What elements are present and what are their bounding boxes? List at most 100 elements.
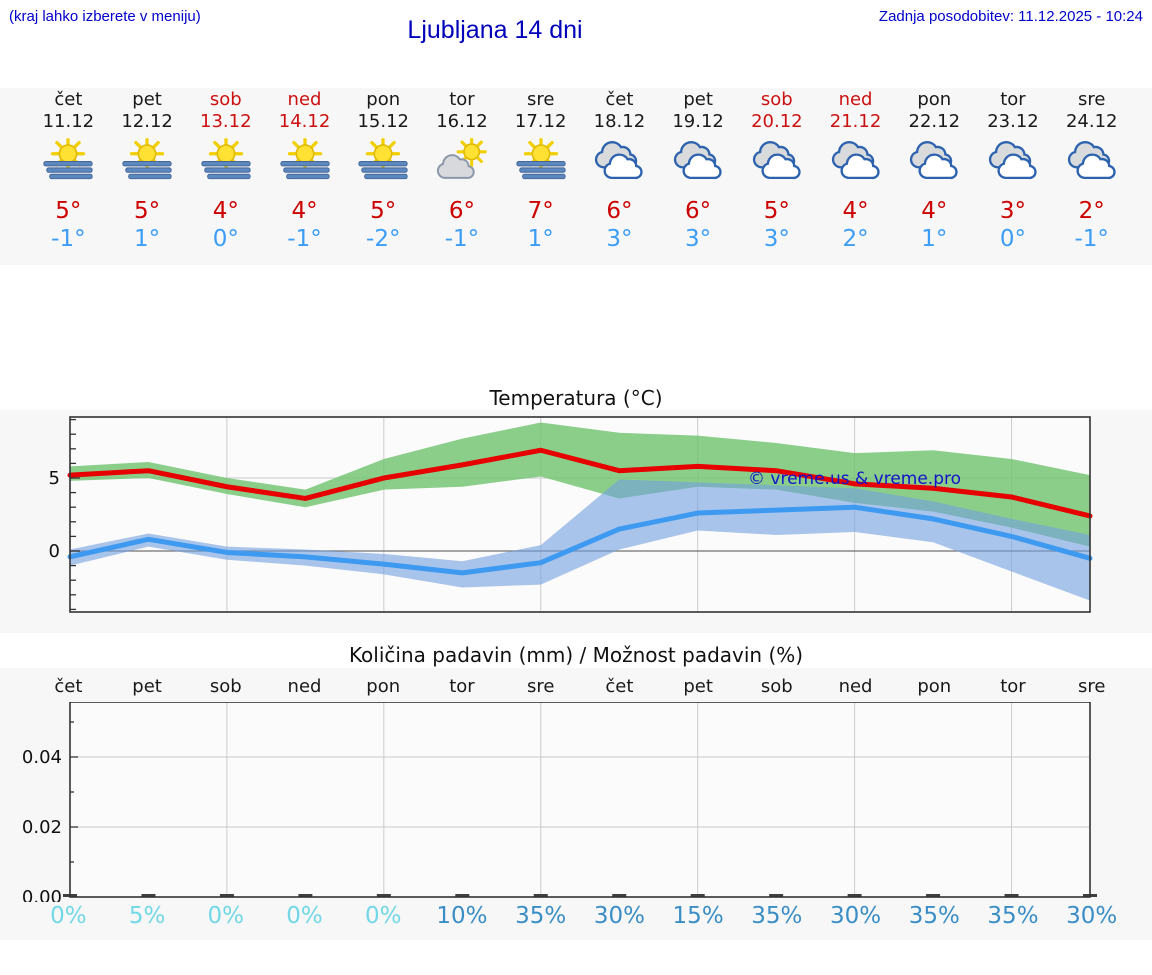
precip-day-label: tor — [1000, 676, 1026, 697]
precip-bar — [1004, 894, 1019, 897]
precip-probability: 10% — [436, 903, 488, 929]
weather-icon-cell — [501, 137, 580, 183]
high-temp: 5° — [370, 198, 397, 224]
day-name: tor — [449, 89, 475, 110]
precip-day-label: tor — [449, 676, 475, 697]
precip-probability: 30% — [829, 903, 882, 929]
high-temp: 3° — [999, 198, 1027, 224]
precip-bar — [141, 894, 156, 897]
low-temp: -1° — [1074, 226, 1109, 252]
day-date: 22.12 — [908, 111, 961, 132]
high-temp: 7° — [527, 198, 554, 224]
day-date: 16.12 — [436, 111, 488, 132]
precip-probability: 0% — [50, 903, 87, 929]
high-temp: 5° — [763, 198, 790, 224]
sun-fog-icon — [276, 138, 334, 183]
low-temp: -2° — [366, 226, 401, 252]
high-temp: 6° — [606, 198, 633, 224]
weather-icon-cell — [1052, 137, 1131, 183]
low-temp: 0° — [212, 226, 239, 252]
precip-bar — [219, 894, 234, 897]
weather-icon-cell — [580, 137, 659, 183]
low-temp: 1° — [921, 226, 948, 252]
day-name: pet — [683, 89, 713, 110]
weather-icon-cell — [895, 137, 974, 183]
clouds-icon — [669, 138, 727, 183]
high-temp: 6° — [448, 198, 476, 224]
menu-hint-note: (kraj lahko izberete v meniju) — [9, 8, 201, 25]
day-name: tor — [1000, 89, 1026, 110]
weather-icons-row — [29, 137, 1131, 183]
precip-day-label: pon — [917, 676, 952, 697]
precip-day-label: čet — [54, 676, 83, 697]
precip-day-label: pon — [366, 676, 401, 697]
precip-day-labels-row: čet pet sob ned pon tor sre čet pet sob ned pon tor s… — [29, 676, 1131, 698]
clouds-icon — [827, 138, 885, 183]
day-name: sob — [760, 89, 793, 110]
sun-fog-icon — [197, 138, 255, 183]
day-date: 19.12 — [672, 111, 724, 132]
day-name: pon — [366, 89, 401, 110]
precip-probability: 30% — [593, 903, 645, 929]
day-date: 24.12 — [1065, 111, 1118, 132]
low-temp: 2° — [842, 226, 869, 252]
precip-probabilities-row: 0% 5% 0% 0% 0% 10% 35% 30% 15% 35% 30% 35% 35% 30% — [29, 903, 1131, 929]
y-axis-label: 0.02 — [22, 817, 62, 838]
precip-plot-border — [69, 702, 1091, 898]
weather-icon-cell — [737, 137, 816, 183]
day-strip-background — [0, 88, 1152, 265]
weather-icon-cell — [29, 137, 108, 183]
high-temp: 4° — [291, 198, 318, 224]
low-temp: -1° — [51, 226, 86, 252]
high-temp: 2° — [1078, 198, 1105, 224]
day-date: 14.12 — [278, 111, 331, 132]
weather-icon-cell — [108, 137, 187, 183]
low-temps-row: -1° 1° 0° -1° -2° -1° 1° 3° 3° 3° 2° 1° 0° -1° — [29, 225, 1131, 253]
max-temperature-range-band — [70, 422, 1090, 547]
day-date: 18.12 — [593, 111, 646, 132]
day-date: 23.12 — [987, 111, 1039, 132]
day-name: sre — [526, 89, 555, 110]
precip-day-label: sre — [526, 676, 555, 697]
temperature-chart-title: Temperatura (°C) — [489, 386, 663, 410]
high-temp: 4° — [842, 198, 869, 224]
precip-probability: 35% — [987, 903, 1039, 929]
precip-bar — [533, 894, 548, 897]
precip-probability: 0% — [286, 903, 323, 929]
sun-fog-icon — [512, 138, 570, 183]
day-name: sre — [1077, 89, 1106, 110]
day-date: 17.12 — [514, 111, 567, 132]
watermark-link[interactable]: © vreme.us & vreme.pro — [748, 469, 961, 489]
low-temp: 3° — [763, 226, 790, 252]
precip-probability: 0% — [364, 903, 402, 929]
sun-fog-icon — [39, 138, 97, 183]
y-axis-label: 0 — [49, 541, 60, 562]
day-dates-row: 11.12 12.12 13.12 14.12 15.12 16.12 17.12 18.12… — [29, 111, 1131, 133]
weather-icon-cell — [974, 137, 1053, 183]
day-names-row: čet pet sob ned pon tor sre čet pet sob ned pon tor s… — [29, 89, 1131, 111]
precip-bar — [847, 894, 862, 897]
y-axis-label: 0.00 — [22, 887, 62, 902]
precip-probability: 5% — [128, 903, 166, 929]
precip-bar — [455, 894, 470, 897]
precip-probability: 35% — [908, 903, 960, 929]
day-name: čet — [605, 89, 634, 110]
weather-icon-cell — [659, 137, 738, 183]
precip-day-label: ned — [287, 676, 322, 697]
min-temperature-line — [67, 504, 1093, 576]
page-title: Ljubljana 14 dni — [407, 16, 583, 44]
precip-bar — [690, 894, 705, 897]
day-date: 21.12 — [829, 111, 882, 132]
day-name: pon — [917, 89, 952, 110]
precip-bar — [298, 894, 313, 897]
precipitation-chart: 0.04 0.02 0.00 — [22, 702, 1097, 902]
day-name: ned — [287, 89, 322, 110]
precip-day-label: ned — [838, 676, 873, 697]
precip-probability: 0% — [207, 903, 245, 929]
weather-icon-cell — [816, 137, 895, 183]
weather-icon-cell — [344, 137, 423, 183]
y-axis-label: 0.04 — [22, 747, 62, 768]
clouds-icon — [984, 138, 1042, 183]
high-temps-row: 5° 5° 4° 4° 5° 6° 7° 6° 6° 5° 4° 4° 3° 2° — [29, 197, 1131, 225]
precip-bar — [926, 894, 941, 897]
